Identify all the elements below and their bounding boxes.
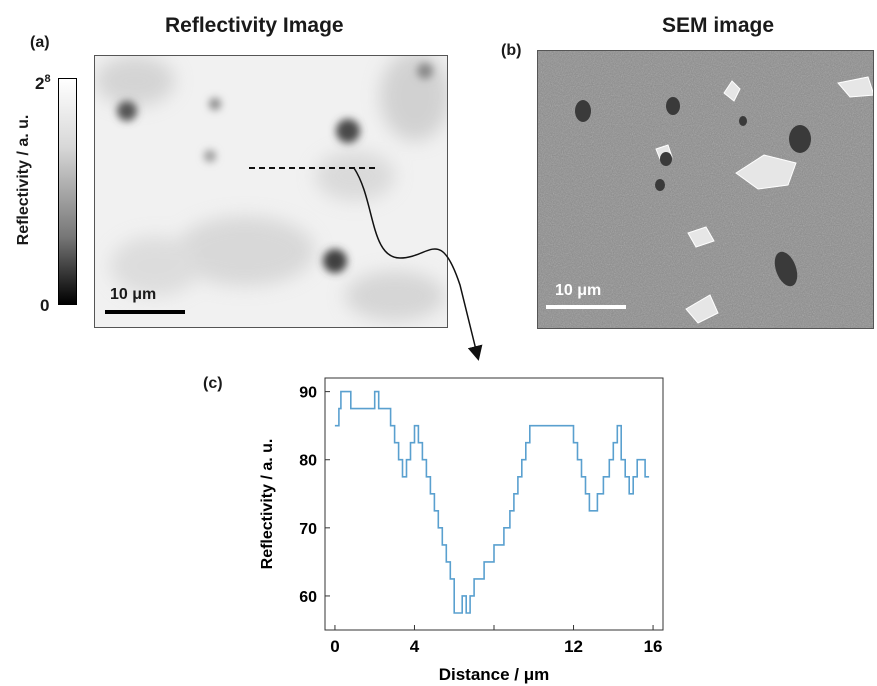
x-tick-label: 4 <box>410 637 420 656</box>
panel-b-scalebar-label: 10 μm <box>555 282 602 299</box>
y-tick-label: 90 <box>299 385 317 402</box>
panel-b-title: SEM image <box>662 14 775 37</box>
panel-a-label: (a) <box>30 34 50 51</box>
x-axis-label: Distance / μm <box>439 665 550 684</box>
y-tick-label: 80 <box>299 453 317 470</box>
sem-image <box>537 50 874 329</box>
profile-line <box>334 390 650 614</box>
x-tick-label: 12 <box>564 637 583 656</box>
y-tick-label: 60 <box>299 589 317 606</box>
y-axis-label: Reflectivity / a. u. <box>259 439 276 570</box>
panel-c-label: (c) <box>203 375 223 392</box>
y-tick-label: 70 <box>299 521 317 538</box>
x-tick-label: 0 <box>330 637 339 656</box>
plot-frame <box>324 377 664 631</box>
x-tick-label: 16 <box>644 637 663 656</box>
colorbar-max-label: 28 <box>35 73 51 93</box>
panel-a-title: Reflectivity Image <box>165 14 344 37</box>
panel-b-label: (b) <box>501 42 522 59</box>
colorbar <box>58 78 77 305</box>
colorbar-min-label: 0 <box>40 296 50 315</box>
panel-a-scalebar-label: 10 μm <box>110 286 157 303</box>
